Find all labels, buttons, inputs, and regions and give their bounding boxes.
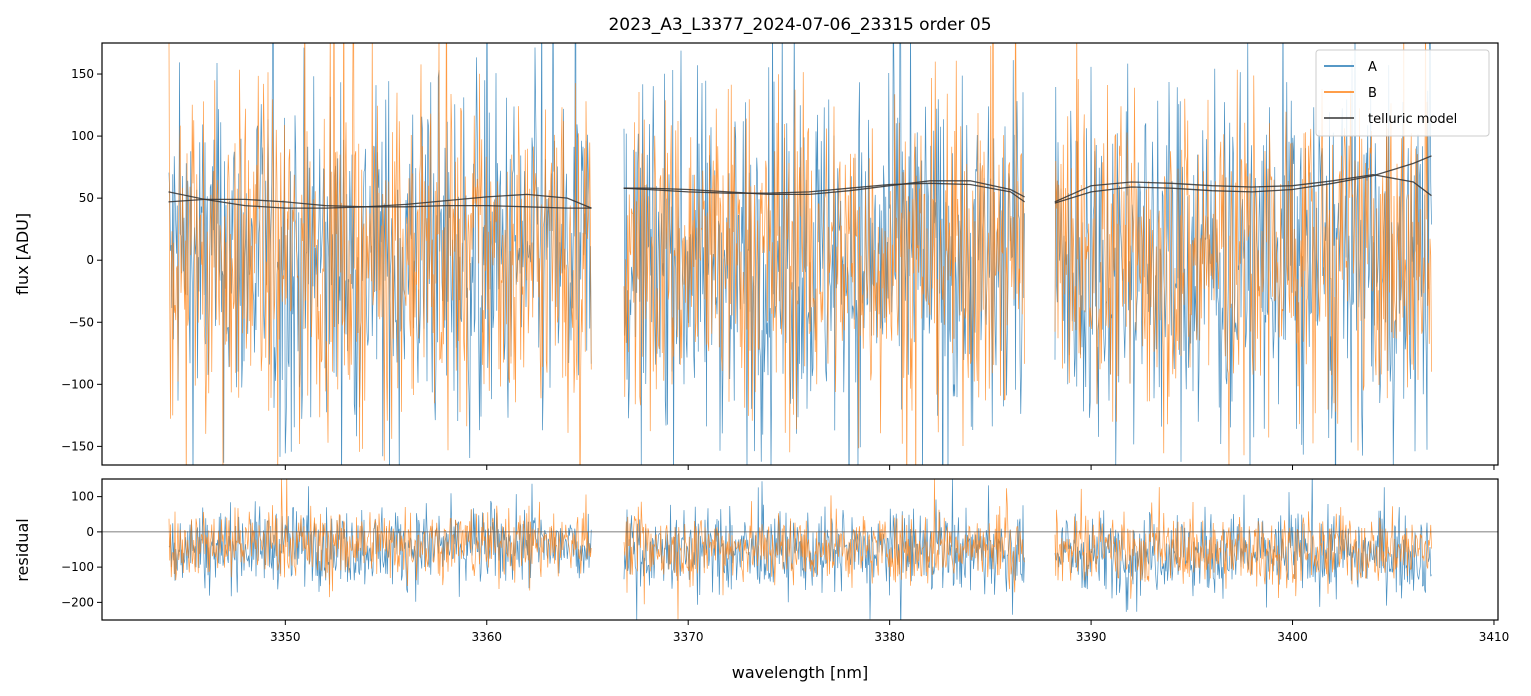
chart-title: 2023_A3_L3377_2024-07-06_23315 order 05	[608, 15, 991, 35]
main-series-B-segment-1	[168, 43, 592, 465]
x-tick-label: 3370	[673, 630, 704, 644]
legend-label: B	[1368, 86, 1377, 101]
x-tick-label: 3400	[1277, 630, 1308, 644]
x-axis-label: wavelength [nm]	[732, 663, 869, 682]
legend-label: telluric model	[1368, 112, 1457, 127]
main-y-tick-label: 0	[86, 253, 94, 267]
residual-x-axis: 3350 3360 3370 3380 3390 3400 3410	[270, 620, 1509, 644]
x-tick-label: 3410	[1479, 630, 1510, 644]
main-y-tick-label: 50	[79, 191, 94, 205]
main-series-B-segment-2	[623, 43, 1025, 465]
x-tick-label: 3390	[1076, 630, 1107, 644]
residual-y-axis-label: residual	[13, 518, 32, 581]
legend-box	[1315, 49, 1490, 137]
main-x-axis	[284, 465, 1495, 470]
telluric-1-line	[168, 191, 592, 209]
residual-y-tick-label: 0	[86, 525, 94, 539]
telluric-2-line	[168, 198, 592, 209]
residual-plot-area	[102, 479, 1498, 620]
x-tick-label: 3360	[471, 630, 502, 644]
residual-y-axis: −200 −100 0 100	[61, 490, 102, 609]
main-series-A-segment-2	[623, 43, 1025, 465]
main-y-axis: −150 −100 −50 0 50 100 150	[61, 67, 102, 453]
legend-label: A	[1368, 60, 1377, 75]
telluric-5-line	[1054, 155, 1432, 204]
main-plot-area	[168, 43, 1432, 465]
residual-panel: −200 −100 0 100 3350 3360 3370 3380 3390 3400 341…	[13, 478, 1509, 682]
residual-series-A-segment-2	[623, 479, 1025, 620]
residual-frame	[101, 478, 1499, 621]
x-tick-label: 3350	[270, 630, 301, 644]
residual-y-tick-label: 100	[71, 490, 94, 504]
residual-series-B-segment-1	[168, 479, 592, 598]
telluric-3-line	[623, 182, 1025, 203]
main-y-tick-label: 150	[71, 67, 94, 81]
telluric-6-line	[1054, 173, 1432, 203]
main-y-tick-label: −50	[69, 315, 94, 329]
telluric-4-line	[623, 180, 1025, 198]
main-y-tick-label: 100	[71, 129, 94, 143]
residual-series-B-segment-2	[623, 479, 1025, 620]
main-panel: −150 −100 −50 0 50 100 150 flux [ADU] ABtellur…	[13, 42, 1499, 470]
main-y-axis-label: flux [ADU]	[13, 213, 32, 295]
main-y-tick-label: −150	[61, 439, 94, 453]
x-tick-label: 3380	[874, 630, 905, 644]
residual-series-B-segment-3	[1054, 487, 1432, 599]
main-series-B-segment-3	[1054, 43, 1432, 465]
main-y-tick-label: −100	[61, 377, 94, 391]
residual-y-tick-label: −200	[61, 595, 94, 609]
residual-series-A-segment-1	[168, 483, 592, 602]
residual-y-tick-label: −100	[61, 560, 94, 574]
main-frame	[101, 42, 1499, 466]
